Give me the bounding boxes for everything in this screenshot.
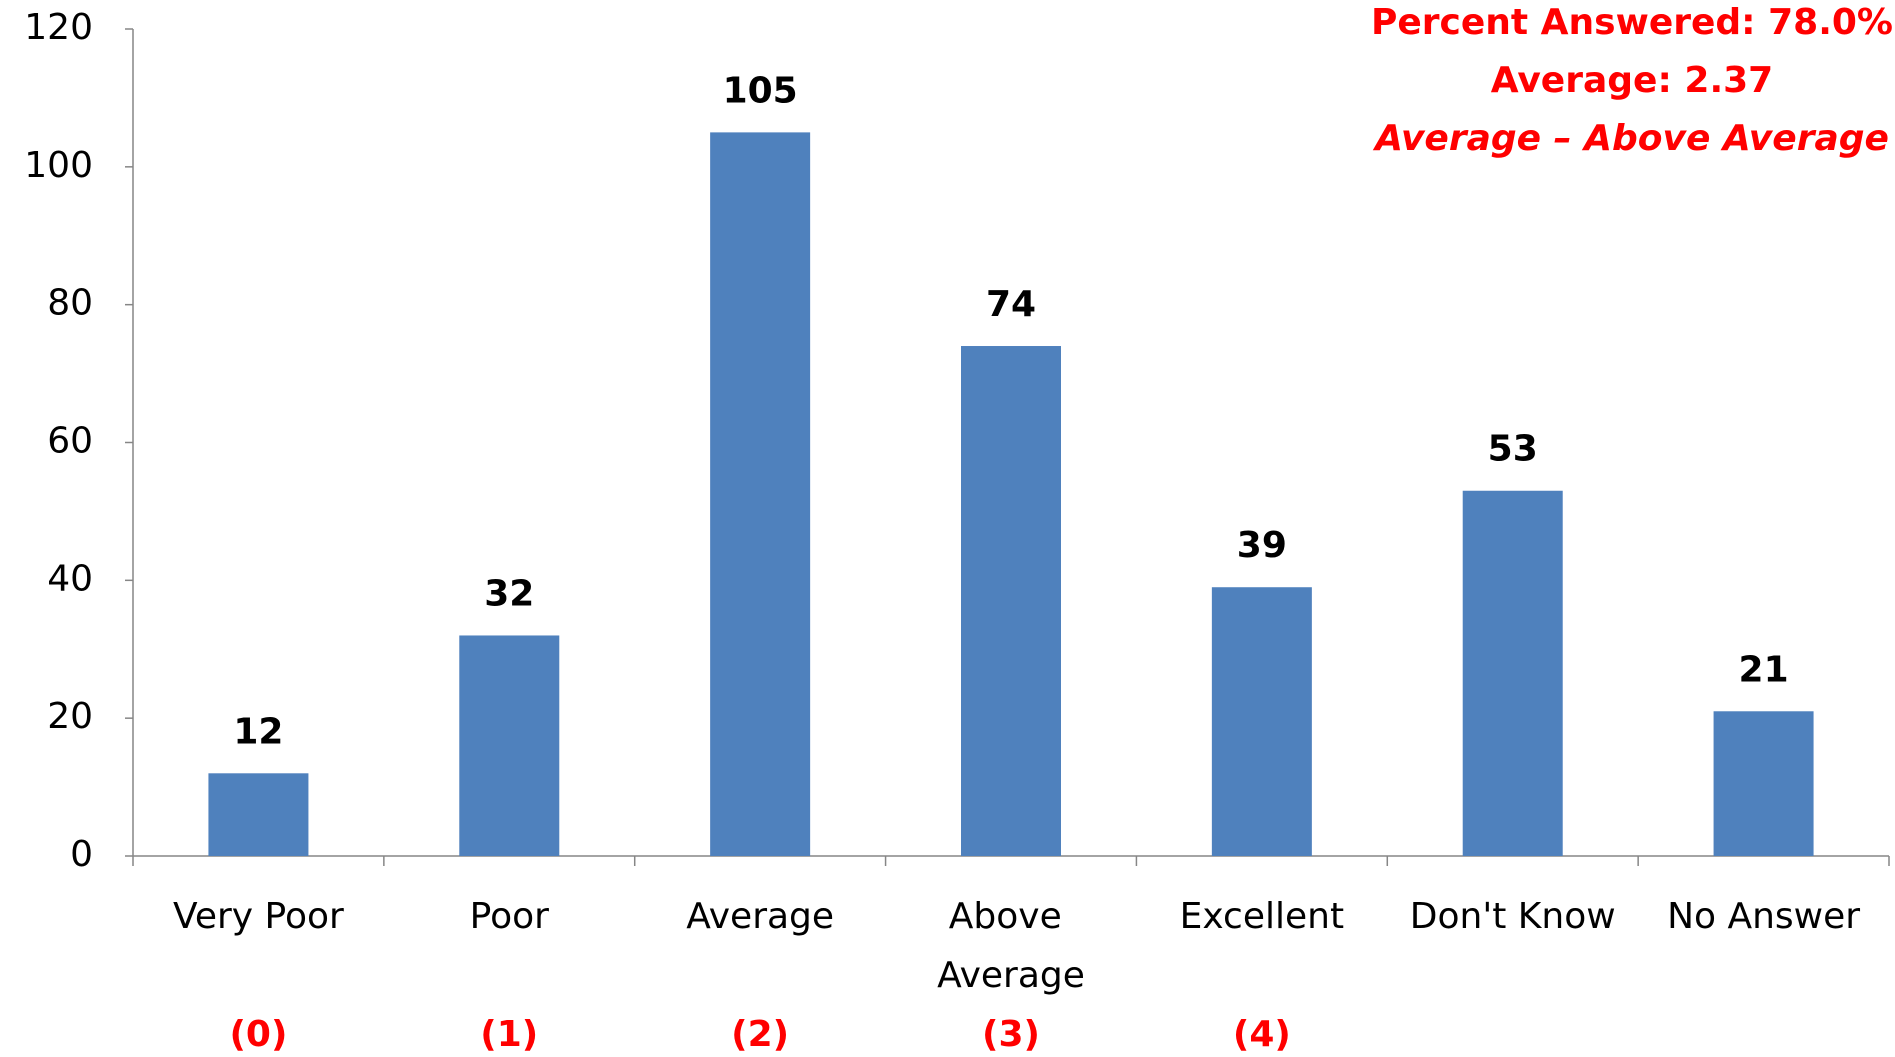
y-tick-label: 80 (47, 283, 93, 324)
y-tick-label: 20 (47, 696, 93, 737)
value-label: 32 (484, 573, 534, 614)
bar (1211, 587, 1312, 856)
y-tick-label: 40 (47, 558, 93, 599)
score-label: (3) (982, 1014, 1040, 1055)
x-tick-label: Very Poor (173, 896, 344, 937)
annotation: Percent Answered: 78.0% (1371, 2, 1893, 43)
value-label: 74 (986, 284, 1036, 325)
annotation: Average – Above Average (1372, 118, 1889, 159)
x-tick-label: Excellent (1180, 896, 1344, 937)
x-tick-label: Above Average (937, 896, 1085, 996)
score-label: (1) (480, 1014, 538, 1055)
score-label: (2) (731, 1014, 789, 1055)
y-tick-label: 120 (24, 7, 93, 48)
bar (961, 346, 1061, 856)
x-tick-label: Poor (470, 896, 549, 937)
value-label: 12 (233, 711, 283, 752)
value-label: 53 (1488, 429, 1538, 470)
bar (710, 132, 811, 856)
y-tick-label: 60 (47, 421, 93, 462)
value-label: 39 (1237, 525, 1287, 566)
score-label: (4) (1233, 1014, 1291, 1055)
value-label: 105 (723, 70, 798, 111)
bar (459, 635, 560, 856)
x-tick-label: No Answer (1667, 896, 1860, 937)
y-tick-label: 0 (70, 834, 93, 875)
bar (1462, 490, 1563, 856)
bar (1713, 711, 1814, 856)
x-tick-label: Don't Know (1410, 896, 1616, 937)
score-label: (0) (229, 1014, 287, 1055)
x-tick-label: Average (686, 896, 834, 937)
y-tick-label: 100 (24, 145, 93, 186)
bar (208, 773, 309, 856)
annotation: Average: 2.37 (1491, 60, 1773, 101)
value-label: 21 (1739, 649, 1789, 690)
